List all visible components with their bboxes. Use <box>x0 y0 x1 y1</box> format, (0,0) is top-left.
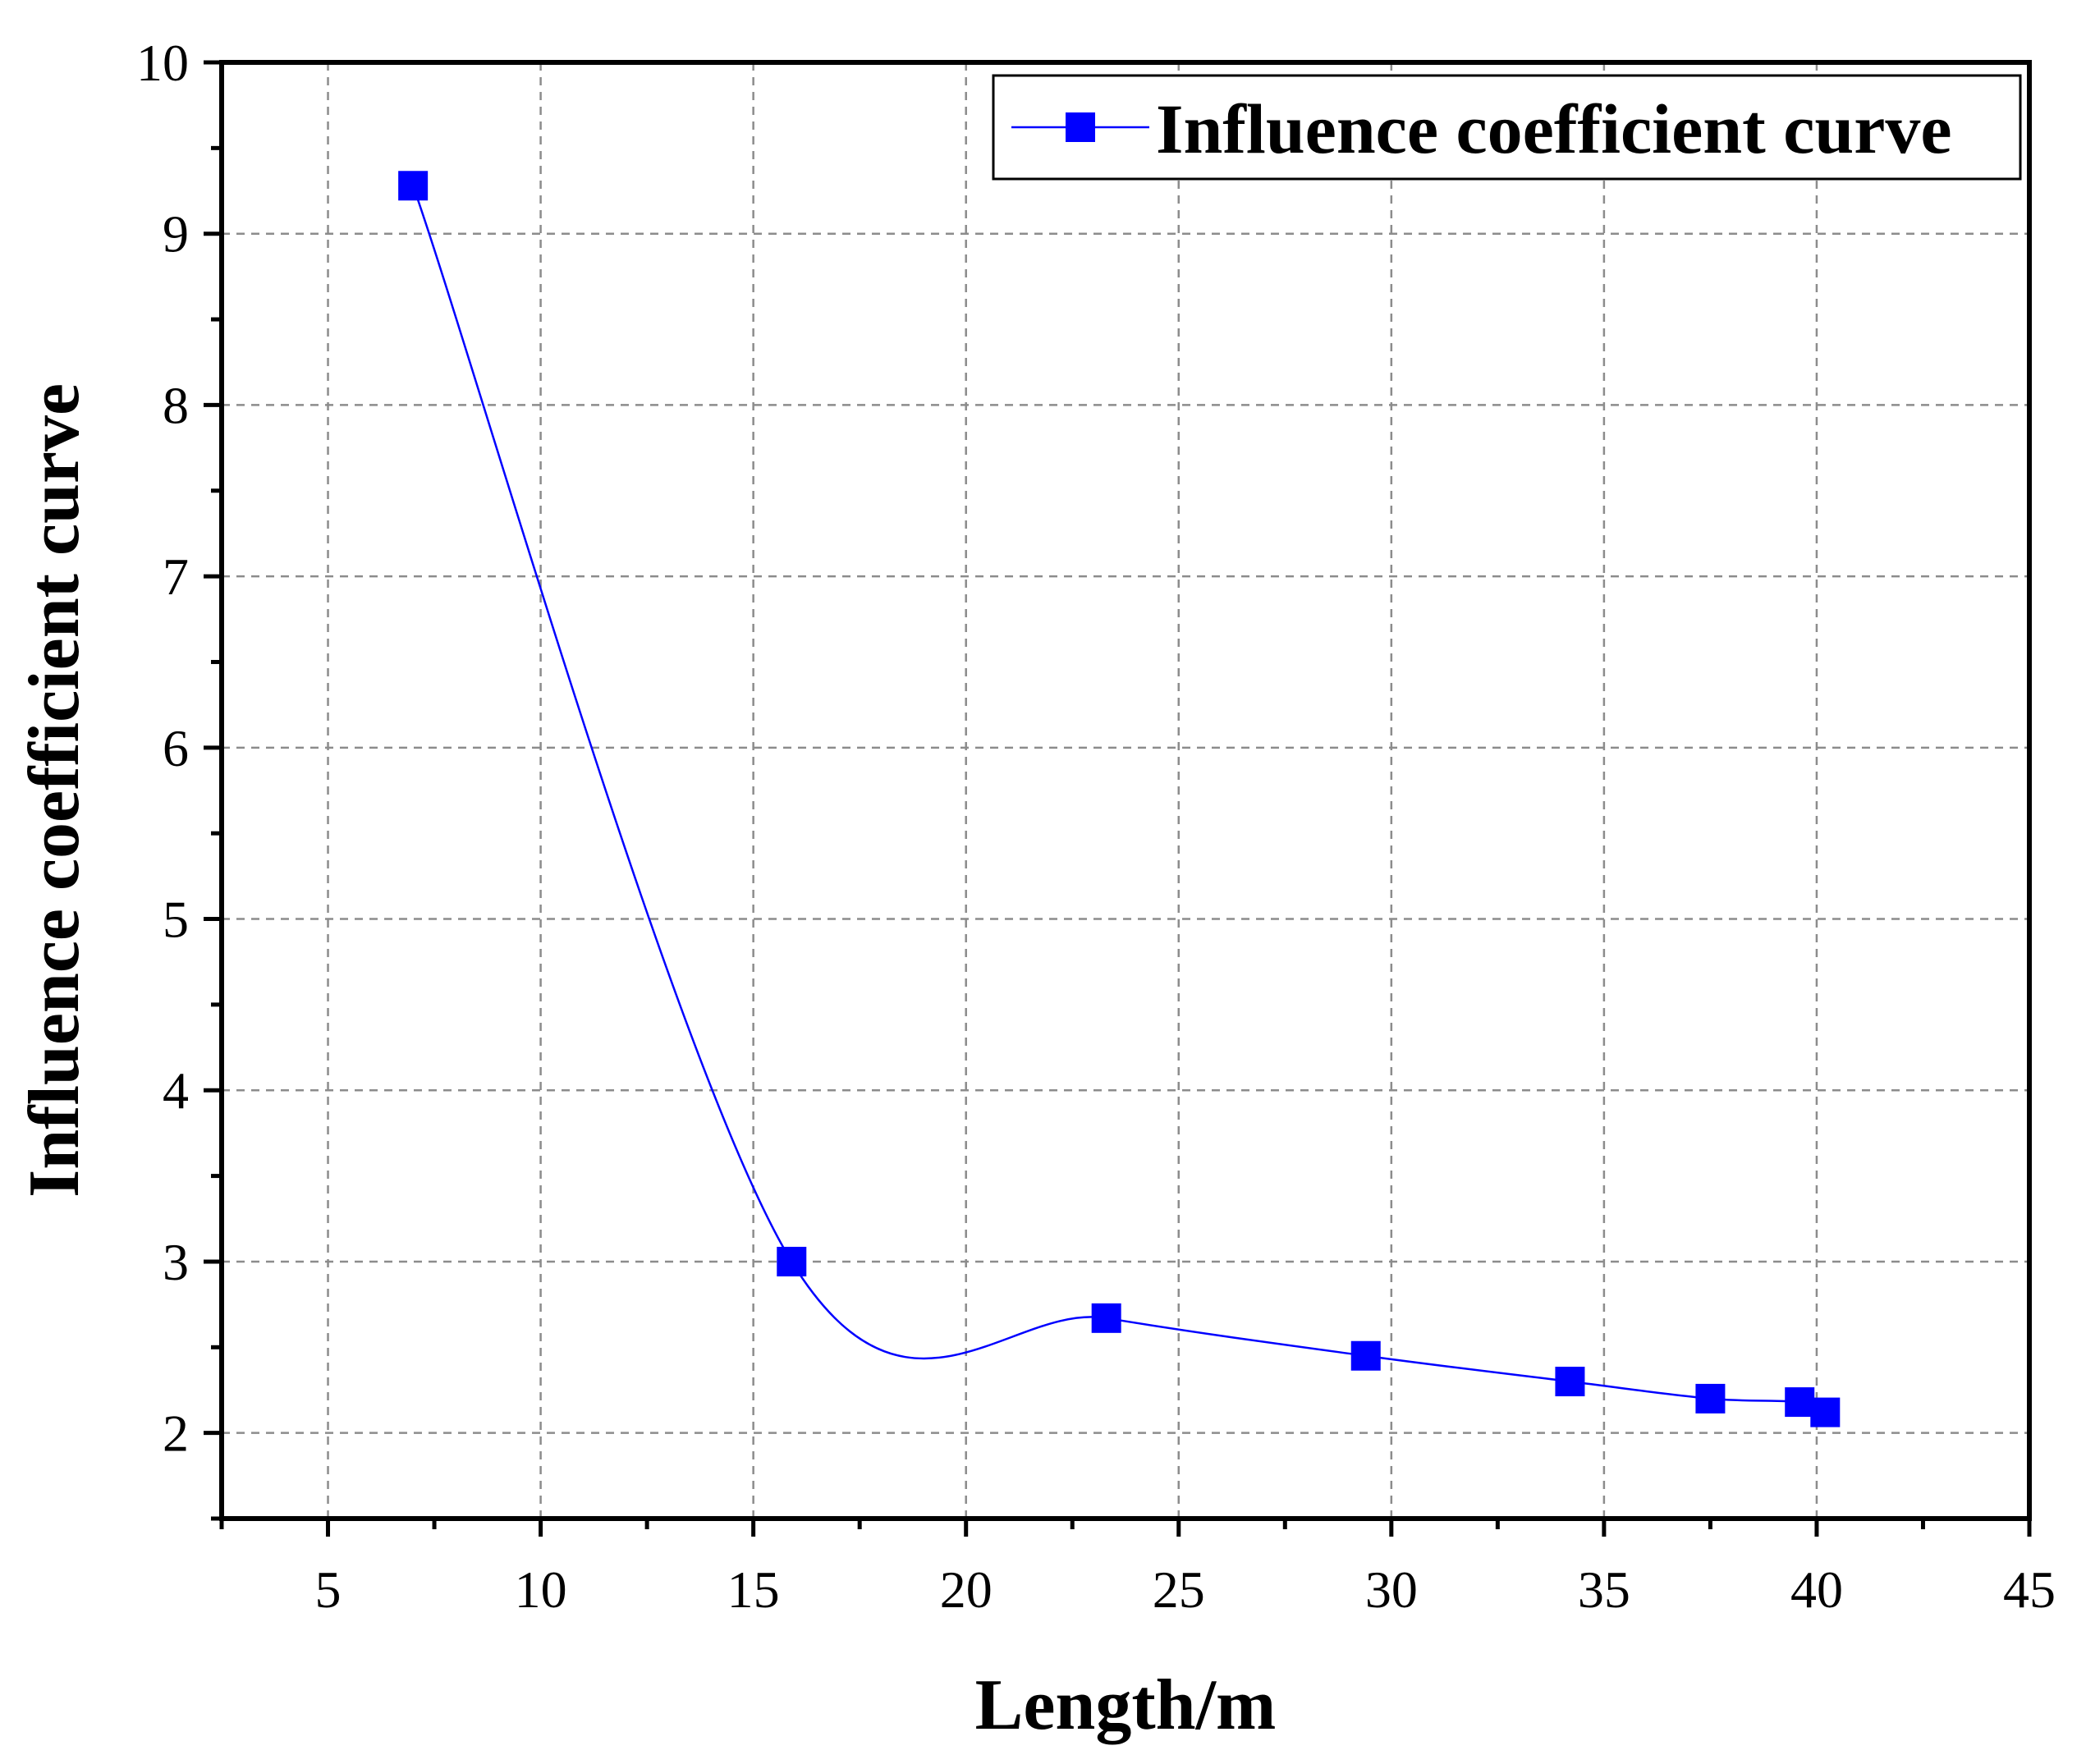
x-tick-label: 20 <box>940 1560 993 1619</box>
data-point-marker <box>398 171 429 201</box>
data-point-marker <box>1785 1387 1815 1418</box>
x-tick-label: 40 <box>1790 1560 1843 1619</box>
legend-box <box>992 74 2022 181</box>
x-tick-label: 30 <box>1365 1560 1418 1619</box>
data-point-marker <box>1695 1383 1726 1413</box>
y-tick-label: 8 <box>163 376 189 434</box>
x-axis-title: Length/m <box>975 1665 1277 1745</box>
y-tick-labels: 2 3 4 5 6 7 8 9 10 <box>136 34 189 1463</box>
y-tick-label: 2 <box>163 1404 189 1463</box>
series-markers <box>398 171 1841 1427</box>
legend-marker <box>1066 112 1095 142</box>
data-point-marker <box>1091 1303 1121 1333</box>
data-point-marker <box>1555 1367 1585 1397</box>
data-point-marker <box>1350 1340 1381 1371</box>
x-tick-label: 15 <box>727 1560 780 1619</box>
x-tick-label: 45 <box>2003 1560 2056 1619</box>
grid <box>222 62 2029 1519</box>
legend-label: Influence coefficient curve <box>1156 89 1952 168</box>
legend: Influence coefficient curve <box>992 74 2022 181</box>
y-tick-label: 6 <box>163 719 189 777</box>
y-tick-label: 10 <box>136 34 189 92</box>
data-point-marker <box>1810 1397 1841 1427</box>
x-tick-labels: 5 10 15 20 25 30 35 40 45 <box>315 1560 2056 1619</box>
y-tick-label: 4 <box>163 1061 189 1120</box>
y-tick-label: 3 <box>163 1233 189 1291</box>
data-point-marker <box>777 1246 807 1276</box>
series-line <box>411 185 1826 1413</box>
x-tick-label: 5 <box>315 1560 342 1619</box>
x-tick-label: 35 <box>1578 1560 1630 1619</box>
x-tick-label: 25 <box>1153 1560 1205 1619</box>
plot-frame <box>219 60 2032 1521</box>
x-tick-label: 10 <box>515 1560 567 1619</box>
y-axis-title: Influence coefficient curve <box>15 383 94 1198</box>
y-tick-label: 9 <box>163 205 189 263</box>
major-ticks <box>204 60 2032 1537</box>
y-tick-label: 7 <box>163 548 189 606</box>
y-tick-label: 5 <box>163 891 189 949</box>
